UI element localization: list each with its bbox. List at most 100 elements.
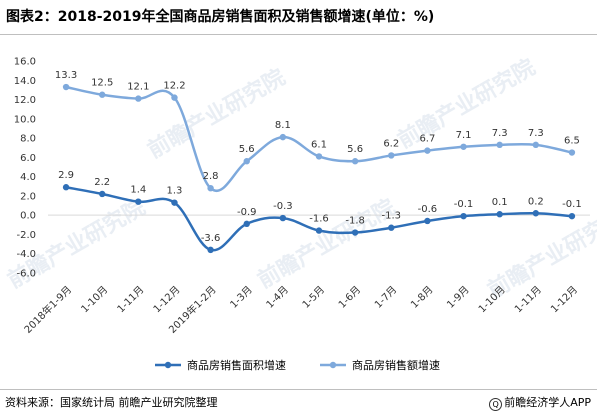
data-label: 0.1 <box>492 197 508 208</box>
data-point <box>315 153 323 160</box>
series-layer <box>62 83 576 254</box>
x-tick-label: 1-9月 <box>445 284 472 311</box>
data-label: 6.1 <box>311 139 327 150</box>
legend: 商品房销售面积增速 商品房销售额增速 <box>155 358 440 372</box>
x-tick-label: 1-11月 <box>115 284 147 316</box>
footer-divider <box>0 389 597 390</box>
data-point <box>207 185 214 192</box>
data-label: 6.7 <box>419 134 435 145</box>
y-tick-label: 6.0 <box>20 153 36 164</box>
data-label: -0.9 <box>237 207 257 218</box>
data-label: 5.6 <box>239 144 255 155</box>
data-point <box>568 212 576 220</box>
data-point <box>388 224 395 231</box>
data-point <box>135 198 142 205</box>
x-tick-label: 1-10月 <box>79 284 111 316</box>
data-point <box>171 94 178 101</box>
x-tick-label: 1-3月 <box>228 284 255 311</box>
legend-swatch-marker <box>329 361 337 369</box>
y-tick-label: -4.0 <box>16 249 36 260</box>
data-point <box>460 212 467 220</box>
x-tick-label: 1-8月 <box>408 284 435 311</box>
y-tick-label: -6.0 <box>16 269 36 280</box>
data-point <box>207 246 214 254</box>
data-point <box>99 190 106 198</box>
data-point <box>351 229 359 236</box>
data-point <box>424 217 431 225</box>
x-tick-label: 1-5月 <box>300 284 327 311</box>
data-point <box>135 95 142 102</box>
data-label: 2.8 <box>203 171 219 182</box>
y-axis: 16.0 14.0 12.0 10.0 8.0 6.0 4.0 2.0 0.0 -2.0 -4.0 -… <box>14 57 36 280</box>
data-point <box>243 220 250 228</box>
y-tick-label: 8.0 <box>20 134 36 145</box>
x-tick-label: 1-12月 <box>151 284 183 316</box>
data-point <box>460 143 467 150</box>
data-point <box>388 152 395 159</box>
data-label: 13.3 <box>55 70 77 81</box>
data-point <box>171 199 178 206</box>
data-label: 7.3 <box>492 128 508 139</box>
data-label: -0.1 <box>454 199 474 210</box>
data-point <box>351 158 359 165</box>
data-label: -0.6 <box>418 204 438 215</box>
y-tick-label: 4.0 <box>20 172 36 183</box>
data-point <box>279 133 287 141</box>
data-label: 12.1 <box>127 82 149 93</box>
brand-name: 前瞻经济学人APP <box>504 396 591 409</box>
data-label: -0.1 <box>562 199 582 210</box>
legend-swatch-marker <box>164 361 172 369</box>
x-tick-label: 1-12月 <box>548 284 580 316</box>
data-label: -1.6 <box>309 214 329 225</box>
y-tick-label: 14.0 <box>14 76 36 87</box>
data-label: 7.1 <box>456 130 472 141</box>
series-line-sales-growth <box>65 85 573 192</box>
data-label: 7.3 <box>528 128 544 139</box>
data-label: 2.9 <box>58 170 74 181</box>
source-note: 资料来源：国家统计局 前瞻产业研究院整理 <box>5 396 218 409</box>
qianzhan-logo-icon: Q <box>489 398 503 411</box>
data-point <box>532 210 539 217</box>
brand-credit: Q 前瞻经济学人APP <box>489 394 591 411</box>
data-point <box>315 227 323 234</box>
data-label-layer: 13.3 12.5 12.1 12.2 2.8 5.6 8.1 6.1 5.6 6.2 6.7 7.1… <box>55 70 582 244</box>
y-tick-label: 0.0 <box>20 211 36 222</box>
data-point <box>496 141 503 149</box>
data-label: 6.5 <box>564 136 580 147</box>
data-label: -1.8 <box>345 216 365 227</box>
data-point <box>496 211 503 218</box>
data-point <box>568 149 576 156</box>
data-label: 5.6 <box>347 144 363 155</box>
y-tick-label: 2.0 <box>20 191 36 202</box>
data-label: 6.2 <box>383 138 399 149</box>
title-divider <box>0 34 597 35</box>
data-point <box>99 91 106 98</box>
data-label: 12.5 <box>91 78 113 89</box>
data-point <box>424 147 431 154</box>
chart-title: 图表2：2018-2019年全国商品房销售面积及销售额增速(单位：%) <box>6 9 435 25</box>
x-tick-label: 1-6月 <box>336 284 363 311</box>
data-label: -1.3 <box>382 211 402 222</box>
data-point <box>279 214 287 222</box>
data-label: 2.2 <box>94 177 110 188</box>
watermark-text: 前瞻产业研究院 <box>143 64 289 164</box>
y-tick-label: 12.0 <box>14 95 36 106</box>
data-label: 1.4 <box>130 185 146 196</box>
data-label: 1.3 <box>167 186 183 197</box>
data-point <box>243 158 250 165</box>
y-tick-label: 16.0 <box>14 57 36 68</box>
data-label: 0.2 <box>528 196 544 207</box>
y-tick-label: -2.0 <box>16 230 36 241</box>
x-tick-label: 2018年1-9月 <box>21 283 74 336</box>
data-point <box>62 184 70 191</box>
y-tick-label: 10.0 <box>14 114 36 125</box>
legend-label: 商品房销售面积增速 <box>187 358 286 372</box>
x-tick-label: 1-7月 <box>372 284 399 311</box>
data-label: -3.6 <box>201 233 221 244</box>
legend-label: 商品房销售额增速 <box>352 358 440 372</box>
data-point <box>532 141 539 149</box>
data-label: -0.3 <box>273 201 293 212</box>
